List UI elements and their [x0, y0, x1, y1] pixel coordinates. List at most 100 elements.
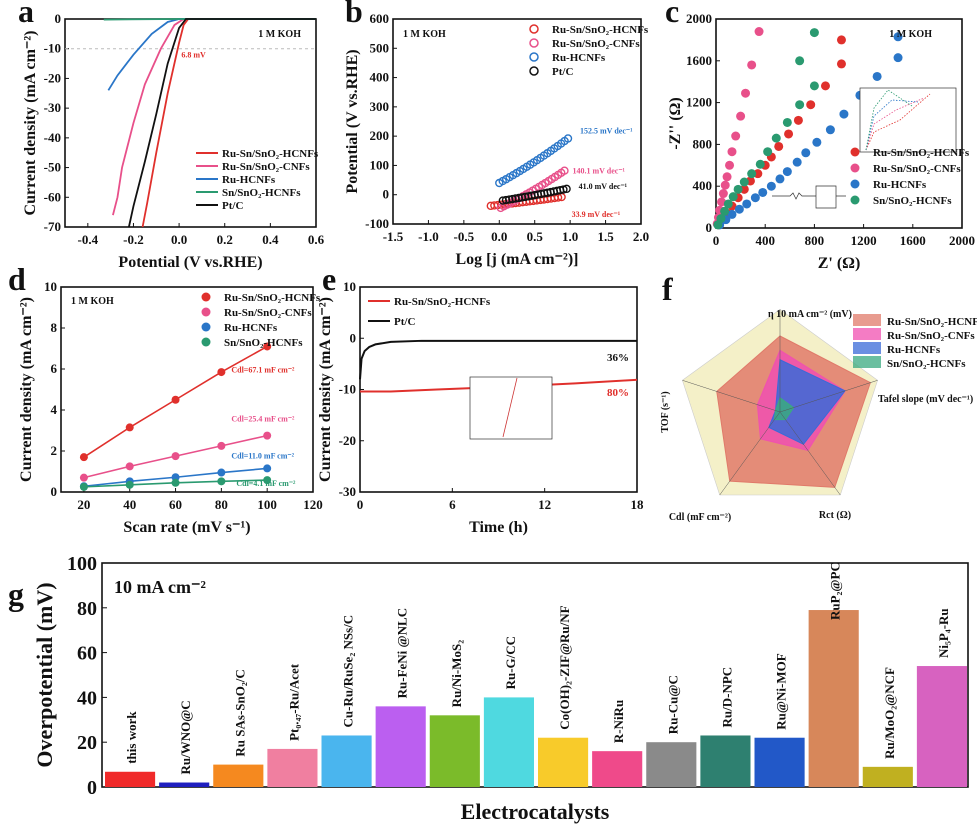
- legend-label: Ru-HCNFs: [222, 174, 276, 186]
- bar: [592, 751, 643, 787]
- inset-series: [865, 97, 925, 151]
- legend-label: Ru-Sn/SnO₂-CNFs: [222, 161, 310, 173]
- nyquist-point: [872, 71, 882, 81]
- y-tick-label: 600: [370, 11, 390, 26]
- bar: [483, 697, 534, 787]
- radar-axis-label: η 10 mA cm⁻² (mV): [768, 309, 852, 320]
- bar: [538, 737, 589, 787]
- legend-label: Ru-Sn/SnO₂-HCNFs: [224, 292, 321, 304]
- nyquist-point: [723, 199, 733, 209]
- bar: [862, 766, 913, 787]
- electrolyte-label: 1 M KOH: [889, 29, 932, 40]
- y-tick-label: 8: [51, 320, 58, 335]
- tafel-point: [560, 166, 569, 175]
- nyquist-point: [755, 159, 765, 169]
- y-axis-label: Potential (V vs.RHE): [344, 49, 361, 193]
- data-point: [263, 342, 272, 351]
- chronoamperometry-curve: [359, 339, 637, 380]
- legend-label: Ru-Sn/SnO₂-CNFs: [224, 307, 312, 319]
- panel-letter-e: e: [322, 261, 336, 297]
- tafel-slope-label: 41.0 mV dec⁻¹: [579, 182, 628, 191]
- legend-marker: [529, 24, 539, 34]
- nyquist-point: [754, 27, 764, 37]
- x-tick-label: 18: [631, 497, 645, 512]
- data-point: [79, 473, 88, 482]
- bar-category-label: Ru@Ni-MOF: [774, 653, 789, 729]
- nyquist-point: [758, 187, 768, 197]
- x-tick-label: 0: [357, 497, 364, 512]
- y-tick-label: -70: [44, 219, 61, 234]
- x-tick-label: 1200: [851, 233, 877, 248]
- y-tick-label: 100: [370, 157, 390, 172]
- y-tick-label: 500: [370, 40, 390, 55]
- bar: [321, 735, 372, 787]
- y-tick-label: 800: [693, 136, 713, 151]
- bar: [159, 782, 210, 787]
- radar-axis-label: Cdl (mF cm⁻²): [669, 512, 731, 523]
- legend-label: Ru-HCNFs: [224, 322, 278, 334]
- x-tick-label: 80: [215, 497, 228, 512]
- radar-axis-label: Rct (Ω): [819, 510, 851, 521]
- data-point: [171, 473, 180, 482]
- plot-frame: [715, 18, 963, 229]
- nyquist-point: [812, 137, 822, 147]
- data-point: [263, 464, 272, 473]
- panel-letter-g: g: [8, 576, 24, 612]
- lsv-curve: [128, 18, 316, 228]
- nyquist-point: [763, 147, 773, 157]
- nyquist-point: [718, 189, 728, 199]
- bar-category-label: Co(OH)₂-ZIF@Ru/NF: [557, 605, 572, 729]
- nyquist-point: [742, 199, 752, 209]
- x-tick-label: 0.0: [171, 232, 187, 247]
- inset-series: [865, 99, 919, 151]
- electrolyte-label: 1 M KOH: [403, 29, 446, 40]
- electrolyte-label: 1 M KOH: [71, 296, 114, 307]
- legend-marker: [850, 147, 860, 157]
- x-tick-label: 400: [755, 233, 775, 248]
- y-tick-label: 400: [693, 178, 713, 193]
- x-tick-label: 40: [123, 497, 136, 512]
- bar-category-label: Ru/MoO₂@NCF: [882, 667, 897, 759]
- tafel-point: [563, 134, 573, 143]
- nyquist-point: [722, 172, 732, 182]
- data-point: [217, 477, 226, 486]
- nyquist-point: [774, 141, 784, 151]
- panel-letter-c: c: [665, 0, 679, 29]
- data-point: [217, 468, 226, 477]
- x-tick-label: -1.0: [418, 229, 439, 244]
- data-point: [263, 431, 272, 440]
- y-axis-label: Current density (mA cm⁻²): [18, 297, 35, 482]
- y-tick-label: 100: [67, 553, 97, 575]
- x-tick-label: 2.0: [633, 229, 649, 244]
- x-tick-label: 1.5: [597, 229, 614, 244]
- data-point: [125, 462, 134, 471]
- overpotential-label: 6.8 mV: [181, 51, 206, 60]
- bar: [429, 715, 480, 787]
- bar-category-label: Ru-Cu@C: [665, 675, 680, 734]
- nyquist-point: [753, 169, 763, 179]
- legend-label: Ru-Sn/SnO₂-CNFs: [873, 163, 961, 175]
- legend-label: Sn/SnO₂-HCNFs: [873, 195, 952, 207]
- data-point: [125, 480, 134, 489]
- radar-axis: [719, 411, 781, 496]
- x-tick-label: -1.5: [383, 229, 404, 244]
- nyquist-point: [725, 160, 735, 170]
- bar-category-label: Pt₀.₄₇-Ru/Acet: [286, 663, 301, 741]
- data-point: [217, 441, 226, 450]
- tafel-slope-label: 152.5 mV dec⁻¹: [580, 126, 633, 135]
- y-tick-label: 0: [87, 777, 97, 799]
- nyquist-point: [792, 157, 802, 167]
- nyquist-point: [893, 32, 903, 42]
- tafel-point: [562, 184, 571, 194]
- legend-label: Pt/C: [394, 316, 415, 328]
- x-tick-label: 0: [713, 233, 720, 248]
- legend-label: Sn/SnO₂-HCNFs: [887, 358, 966, 370]
- nyquist-point: [820, 81, 830, 91]
- legend-label: Ru-Sn/SnO₂-HCNFs: [552, 24, 649, 36]
- cdl-label: Cdl=25.4 mF cm⁻²: [231, 415, 295, 424]
- x-tick-label: 2000: [949, 233, 975, 248]
- y-tick-label: 400: [370, 70, 390, 85]
- bar: [700, 735, 751, 787]
- nyquist-point: [782, 167, 792, 177]
